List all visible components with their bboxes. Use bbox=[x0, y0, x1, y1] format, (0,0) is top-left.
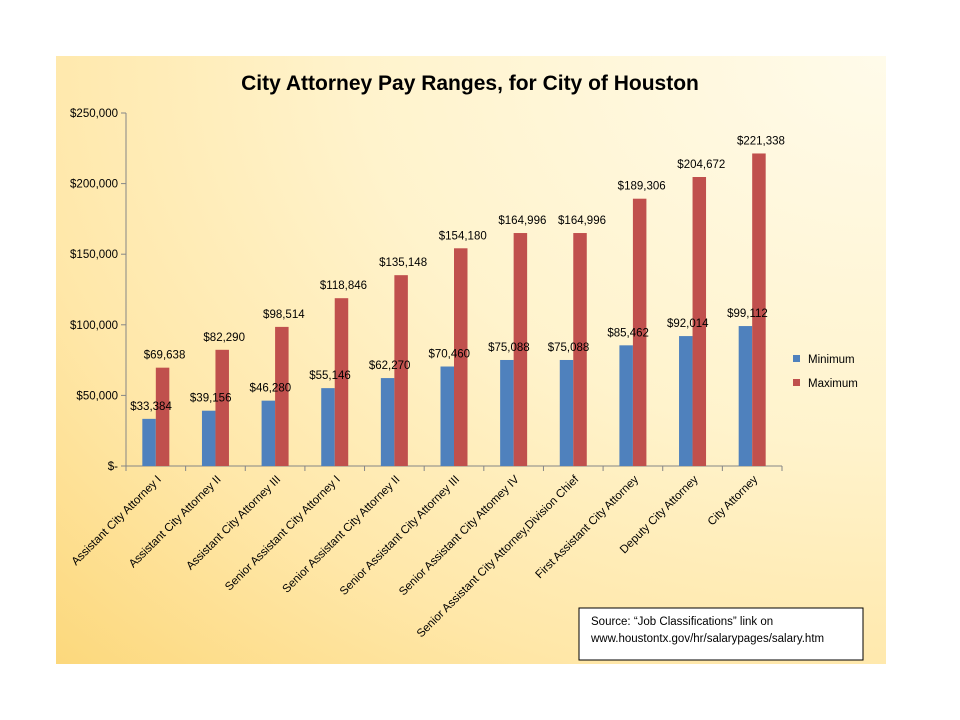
data-label-maximum: $164,996 bbox=[498, 215, 546, 227]
data-label-maximum: $204,672 bbox=[677, 159, 725, 171]
bar-minimum bbox=[559, 359, 574, 466]
data-label-minimum: $92,014 bbox=[667, 318, 709, 330]
chart-title: City Attorney Pay Ranges, for City of Ho… bbox=[241, 72, 699, 95]
bar-minimum bbox=[142, 418, 156, 466]
data-label-minimum: $85,462 bbox=[607, 327, 649, 339]
data-label-maximum: $221,338 bbox=[737, 135, 785, 147]
bar-minimum bbox=[500, 359, 514, 466]
bar-minimum bbox=[679, 336, 693, 466]
category-label: Senior Assistant City Attorney II bbox=[281, 474, 403, 596]
bar-maximum bbox=[632, 198, 647, 466]
bar-minimum bbox=[738, 326, 753, 466]
data-label-minimum: $99,112 bbox=[727, 308, 768, 320]
bar-minimum bbox=[619, 345, 633, 466]
legend-swatch-minimum bbox=[793, 355, 800, 362]
data-label-maximum: $135,148 bbox=[379, 257, 427, 269]
category-label: First Assistant City Attorney bbox=[534, 473, 642, 581]
data-label-minimum: $33,384 bbox=[130, 401, 172, 413]
bar-maximum bbox=[573, 233, 587, 466]
data-label-maximum: $82,290 bbox=[203, 332, 245, 344]
y-tick-label: $150,000 bbox=[70, 249, 118, 261]
legend-swatch-maximum bbox=[793, 379, 800, 386]
bar-maximum bbox=[155, 367, 170, 466]
legend-label-minimum: Minimum bbox=[808, 354, 855, 366]
bar-maximum bbox=[692, 177, 707, 466]
source-line-1: Source: “Job Classifications” link on bbox=[591, 616, 773, 628]
bar-maximum bbox=[752, 153, 766, 466]
y-tick-label: $250,000 bbox=[70, 108, 118, 120]
bar-minimum bbox=[440, 366, 454, 466]
category-label: Senior Assistant City Attorney III bbox=[338, 474, 462, 598]
bar-maximum bbox=[275, 326, 289, 466]
data-label-maximum: $98,514 bbox=[263, 309, 305, 321]
data-label-maximum: $164,996 bbox=[558, 215, 606, 227]
data-label-minimum: $75,088 bbox=[488, 342, 530, 354]
bar-maximum bbox=[394, 275, 408, 466]
bar-minimum bbox=[201, 410, 216, 466]
chart: City Attorney Pay Ranges, for City of Ho… bbox=[70, 72, 864, 661]
y-tick-label: $50,000 bbox=[76, 390, 118, 402]
bar-maximum bbox=[454, 248, 468, 466]
data-label-maximum: $69,638 bbox=[144, 350, 186, 362]
bar-minimum bbox=[380, 378, 395, 466]
data-label-maximum: $189,306 bbox=[618, 181, 666, 193]
bar-maximum bbox=[513, 233, 528, 466]
chart-area: City Attorney Pay Ranges, for City of Ho… bbox=[56, 56, 886, 664]
y-tick-label: $200,000 bbox=[70, 179, 118, 191]
data-label-maximum: $118,846 bbox=[320, 280, 367, 292]
source-note: Source: “Job Classifications” link on ww… bbox=[578, 607, 864, 661]
category-label: Senior Assistant City Attomey IV bbox=[397, 473, 522, 598]
data-label-minimum: $70,460 bbox=[428, 349, 470, 361]
source-line-2: www.houstontx.gov/hr/salarypages/salary.… bbox=[590, 633, 824, 645]
bar-maximum bbox=[215, 349, 229, 466]
data-label-minimum: $75,088 bbox=[548, 342, 590, 354]
data-label-minimum: $62,270 bbox=[369, 360, 411, 372]
data-label-minimum: $55,146 bbox=[309, 370, 351, 382]
y-tick-label: $- bbox=[108, 461, 118, 473]
legend-label-maximum: Maximum bbox=[808, 378, 858, 390]
data-label-minimum: $39,156 bbox=[190, 393, 232, 405]
y-tick-label: $100,000 bbox=[70, 320, 118, 332]
bar-minimum bbox=[261, 400, 276, 466]
category-label: Senior Assistant City Attorney I bbox=[223, 474, 343, 594]
data-label-maximum: $154,180 bbox=[439, 230, 487, 242]
category-label: City Attorney bbox=[706, 473, 761, 528]
data-label-minimum: $46,280 bbox=[250, 383, 292, 395]
bar-minimum bbox=[321, 388, 335, 466]
bar-maximum bbox=[334, 298, 349, 466]
